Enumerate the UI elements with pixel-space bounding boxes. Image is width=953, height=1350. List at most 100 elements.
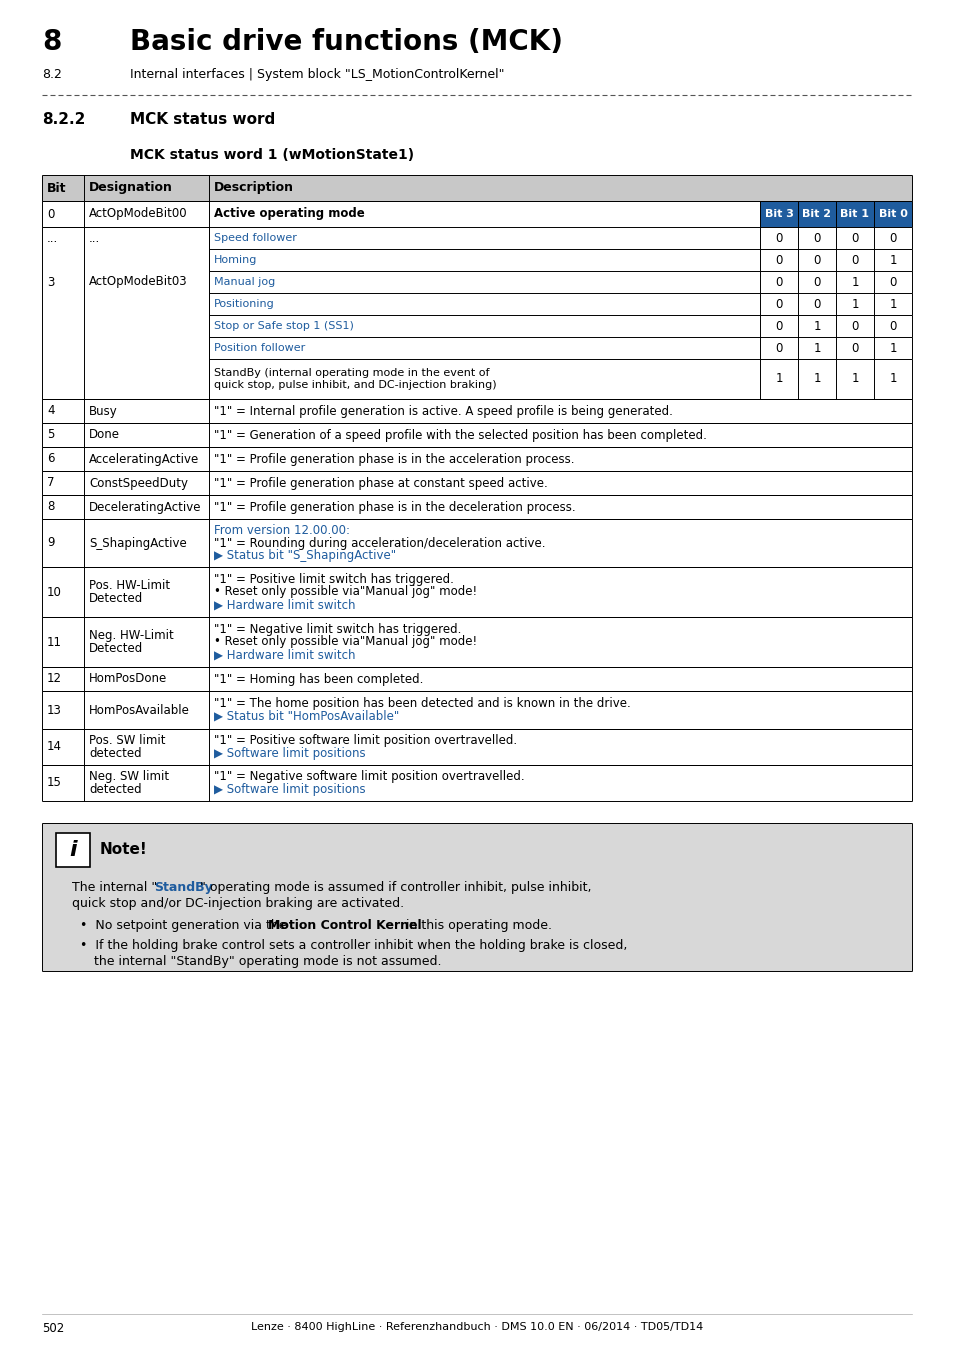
Text: 11: 11 [47,636,62,648]
Text: Bit: Bit [47,181,67,194]
Text: 1: 1 [812,320,820,332]
Bar [84,227,209,400]
Text: 1: 1 [888,254,896,266]
Text: ▶ Hardware limit switch: ▶ Hardware limit switch [213,598,355,612]
Text: ActOpModeBit03: ActOpModeBit03 [89,275,188,289]
Text: Motion Control Kernel: Motion Control Kernel [268,919,421,931]
Text: 0: 0 [775,231,781,244]
Text: Neg. HW-Limit: Neg. HW-Limit [89,629,173,643]
Text: 0: 0 [813,254,820,266]
Text: Designation: Designation [89,181,172,194]
Text: 0: 0 [775,275,781,289]
Bar [42,617,911,667]
Bar [760,201,797,227]
Text: •  No setpoint generation via the: • No setpoint generation via the [80,919,291,931]
Bar [42,400,911,423]
Text: "1" = Negative limit switch has triggered.: "1" = Negative limit switch has triggere… [213,622,461,636]
Bar [42,471,911,495]
Text: 0: 0 [850,342,858,355]
Text: MCK status word: MCK status word [130,112,275,127]
Text: quick stop, pulse inhibit, and DC-injection braking): quick stop, pulse inhibit, and DC-inject… [213,381,497,390]
Text: 13: 13 [47,703,62,717]
Text: 1: 1 [888,297,896,310]
Text: "1" = Generation of a speed profile with the selected position has been complete: "1" = Generation of a speed profile with… [213,428,706,441]
Text: • Reset only possible via"Manual jog" mode!: • Reset only possible via"Manual jog" mo… [213,636,476,648]
Text: 0: 0 [775,320,781,332]
Bar [42,667,911,691]
Bar [42,176,911,201]
Text: • Reset only possible via"Manual jog" mode!: • Reset only possible via"Manual jog" mo… [213,586,476,598]
Text: 1: 1 [850,373,858,386]
Text: HomPosDone: HomPosDone [89,672,167,686]
Text: Description: Description [213,181,294,194]
Bar [56,833,90,867]
Text: The internal ": The internal " [71,882,157,894]
Text: 8.2: 8.2 [42,68,62,81]
Bar [873,201,911,227]
Text: 0: 0 [813,231,820,244]
Text: detected: detected [89,747,141,760]
Text: 3: 3 [47,275,54,289]
Bar [42,201,911,227]
Text: S_ShapingActive: S_ShapingActive [89,536,187,549]
Bar [42,227,84,400]
Bar [797,201,835,227]
Text: 9: 9 [47,536,54,549]
Text: 4: 4 [47,405,54,417]
Text: Detected: Detected [89,643,143,655]
Text: From version 12.00.00:: From version 12.00.00: [213,524,350,536]
Text: ActOpModeBit00: ActOpModeBit00 [89,208,188,220]
Text: 0: 0 [850,231,858,244]
Text: 15: 15 [47,776,62,790]
Text: Bit 2: Bit 2 [801,209,831,219]
Text: detected: detected [89,783,141,796]
Bar [42,495,911,518]
Text: 1: 1 [812,373,820,386]
Text: Manual jog: Manual jog [213,277,275,288]
Text: in this operating mode.: in this operating mode. [401,919,552,931]
Text: 1: 1 [888,342,896,355]
Text: "1" = Negative software limit position overtravelled.: "1" = Negative software limit position o… [213,769,524,783]
Text: Lenze · 8400 HighLine · Referenzhandbuch · DMS 10.0 EN · 06/2014 · TD05/TD14: Lenze · 8400 HighLine · Referenzhandbuch… [251,1322,702,1332]
Text: 1: 1 [850,297,858,310]
Text: quick stop and/or DC-injection braking are activated.: quick stop and/or DC-injection braking a… [71,896,404,910]
Text: Homing: Homing [213,255,257,265]
Text: i: i [70,840,77,860]
Bar [42,271,911,293]
Text: "1" = Profile generation phase is in the acceleration process.: "1" = Profile generation phase is in the… [213,452,574,466]
Text: StandBy: StandBy [153,882,213,894]
Text: Speed follower: Speed follower [213,234,296,243]
Text: " operating mode is assumed if controller inhibit, pulse inhibit,: " operating mode is assumed if controlle… [200,882,591,894]
Text: 0: 0 [850,320,858,332]
Text: ...: ... [47,231,58,244]
Text: Pos. HW-Limit: Pos. HW-Limit [89,579,170,593]
Text: Bit 1: Bit 1 [840,209,868,219]
Bar [42,765,911,801]
Text: "1" = Rounding during acceleration/deceleration active.: "1" = Rounding during acceleration/decel… [213,536,545,549]
Text: 5: 5 [47,428,54,441]
Text: ▶ Status bit "HomPosAvailable": ▶ Status bit "HomPosAvailable" [213,710,399,724]
Bar [42,315,911,338]
Text: 0: 0 [813,275,820,289]
Text: 8.2.2: 8.2.2 [42,112,85,127]
Text: 1: 1 [812,342,820,355]
Text: 0: 0 [47,208,54,220]
Text: Active operating mode: Active operating mode [213,208,364,220]
Text: Basic drive functions (MCK): Basic drive functions (MCK) [130,28,562,55]
Text: 12: 12 [47,672,62,686]
Text: ConstSpeedDuty: ConstSpeedDuty [89,477,188,490]
Text: 8: 8 [42,28,61,55]
Text: •  If the holding brake control sets a controller inhibit when the holding brake: • If the holding brake control sets a co… [80,940,627,952]
Bar [835,201,873,227]
Text: Pos. SW limit: Pos. SW limit [89,734,165,747]
Bar [42,447,911,471]
Text: 14: 14 [47,741,62,753]
Text: ...: ... [89,231,100,244]
Bar [42,338,911,359]
Text: ▶ Status bit "S_ShapingActive": ▶ Status bit "S_ShapingActive" [213,549,395,563]
Text: "1" = Internal profile generation is active. A speed profile is being generated.: "1" = Internal profile generation is act… [213,405,672,417]
Text: Position follower: Position follower [213,343,305,352]
Bar [42,423,911,447]
Text: Positioning: Positioning [213,298,274,309]
Text: "1" = Profile generation phase at constant speed active.: "1" = Profile generation phase at consta… [213,477,547,490]
